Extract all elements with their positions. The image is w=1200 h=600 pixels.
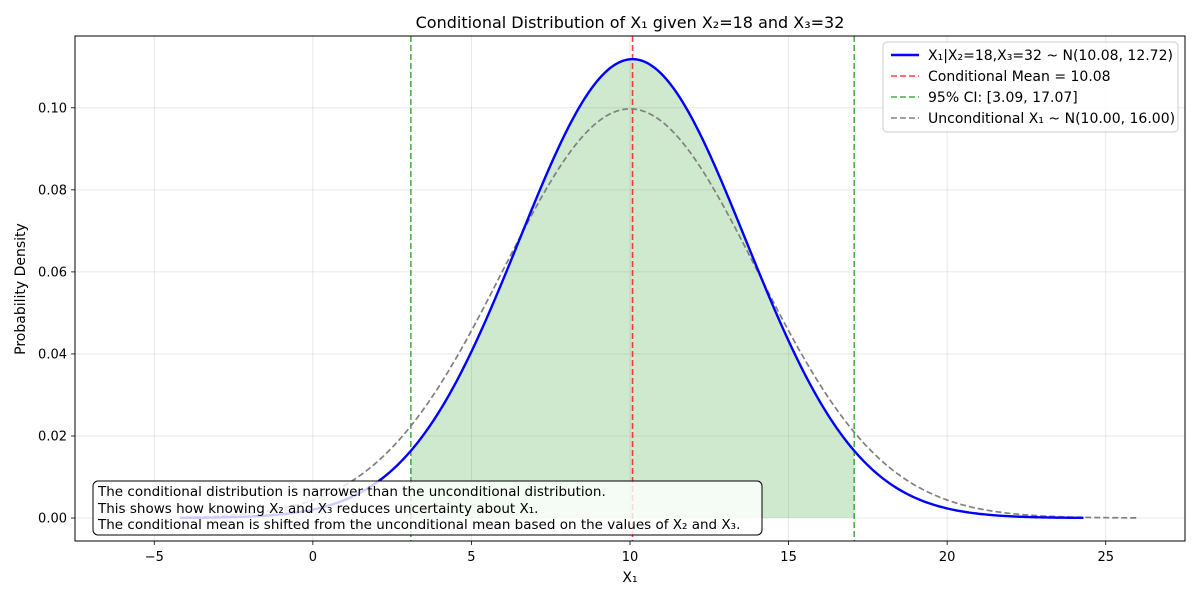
legend-label-unconditional: Unconditional X₁ ~ N(10.00, 16.00) (928, 111, 1175, 127)
legend-label-conditional: X₁|X₂=18,X₃=32 ~ N(10.08, 12.72) (928, 48, 1173, 64)
annotation-box: The conditional distribution is narrower… (92, 480, 763, 536)
y-tick-label: 0.04 (38, 347, 67, 362)
chart-title: Conditional Distribution of X₁ given X₂=… (416, 13, 845, 32)
x-tick-label: −5 (145, 550, 164, 565)
ticks: −5 0 5 10 15 20 25 0.00 0.02 0.04 0.06 0.08 0.10 (38, 101, 1114, 565)
x-tick-label: 20 (939, 550, 956, 565)
legend-box (882, 41, 1179, 133)
y-tick-label: 0.06 (38, 265, 67, 280)
annotation-line-2: This shows how knowing X₂ and X₃ reduces… (97, 501, 538, 517)
legend: X₁|X₂=18,X₃=32 ~ N(10.08, 12.72) Conditi… (882, 41, 1179, 133)
legend-label-mean: Conditional Mean = 10.08 (928, 69, 1111, 85)
annotation-frame (92, 480, 763, 536)
annotation-line-3: The conditional mean is shifted from the… (97, 517, 740, 533)
legend-label-ci: 95% CI: [3.09, 17.07] (928, 90, 1078, 106)
x-tick-label: 25 (1097, 550, 1114, 565)
y-tick-label: 0.10 (38, 101, 67, 116)
y-tick-label: 0.00 (38, 512, 67, 527)
x-tick-label: 10 (622, 550, 639, 565)
y-tick-label: 0.02 (38, 429, 67, 444)
x-tick-label: 5 (467, 550, 475, 565)
y-axis-title: Probability Density (13, 223, 29, 355)
x-tick-label: 0 (309, 550, 317, 565)
x-tick-label: 15 (780, 550, 797, 565)
annotation-line-1: The conditional distribution is narrower… (97, 484, 606, 500)
y-tick-label: 0.08 (38, 183, 67, 198)
x-axis-title: X₁ (622, 570, 637, 586)
